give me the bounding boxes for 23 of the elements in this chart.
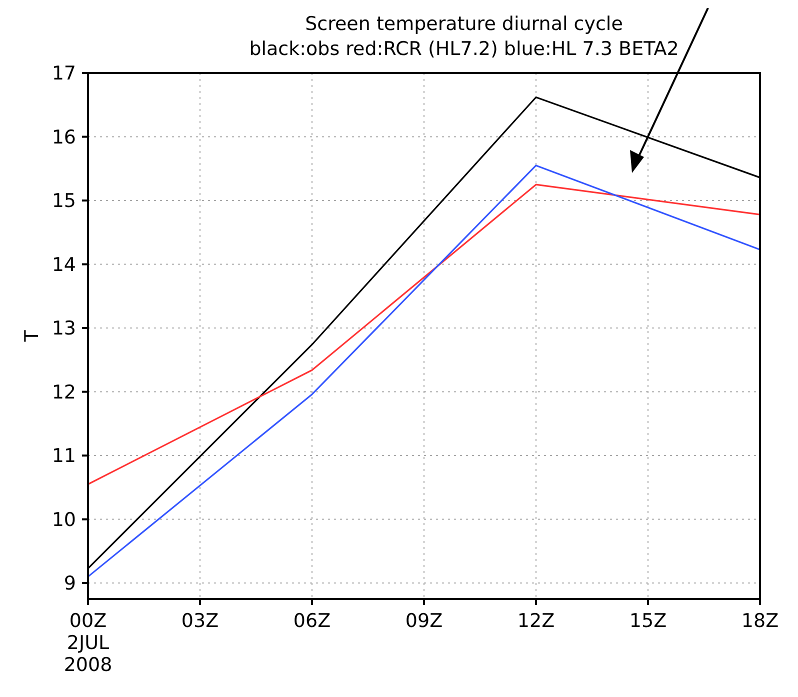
y-tick-label: 11 — [52, 445, 76, 468]
x-tick-label: 12Z — [517, 610, 555, 632]
chart-subtitle: black:obs red:RCR (HL7.2) blue:HL 7.3 BETA2 — [249, 38, 679, 60]
line-series — [87, 184, 761, 486]
line-series — [87, 164, 761, 578]
y-tick-label: 16 — [52, 126, 76, 148]
text: 2008 — [64, 654, 112, 676]
y-tick-label: 9 — [64, 572, 76, 595]
text: 2JUL — [66, 632, 110, 654]
x-tick-label: 00Z — [69, 610, 107, 632]
y-tick-label: 15 — [52, 190, 76, 212]
y-axis-title: T — [21, 330, 43, 343]
y-tick-label: 14 — [52, 254, 76, 276]
x-tick-label: 18Z — [741, 610, 779, 632]
chart-title: Screen temperature diurnal cycle — [305, 13, 623, 35]
x-tick-label: 15Z — [629, 610, 667, 632]
y-tick-label: 17 — [52, 62, 76, 85]
y-tick-label: 13 — [52, 318, 76, 340]
y-tick-label: 12 — [52, 381, 76, 404]
x-tick-label: 03Z — [181, 610, 219, 632]
y-tick-label: 10 — [52, 508, 76, 531]
x-tick-label: 06Z — [293, 610, 331, 632]
x-tick-label: 09Z — [405, 610, 443, 632]
